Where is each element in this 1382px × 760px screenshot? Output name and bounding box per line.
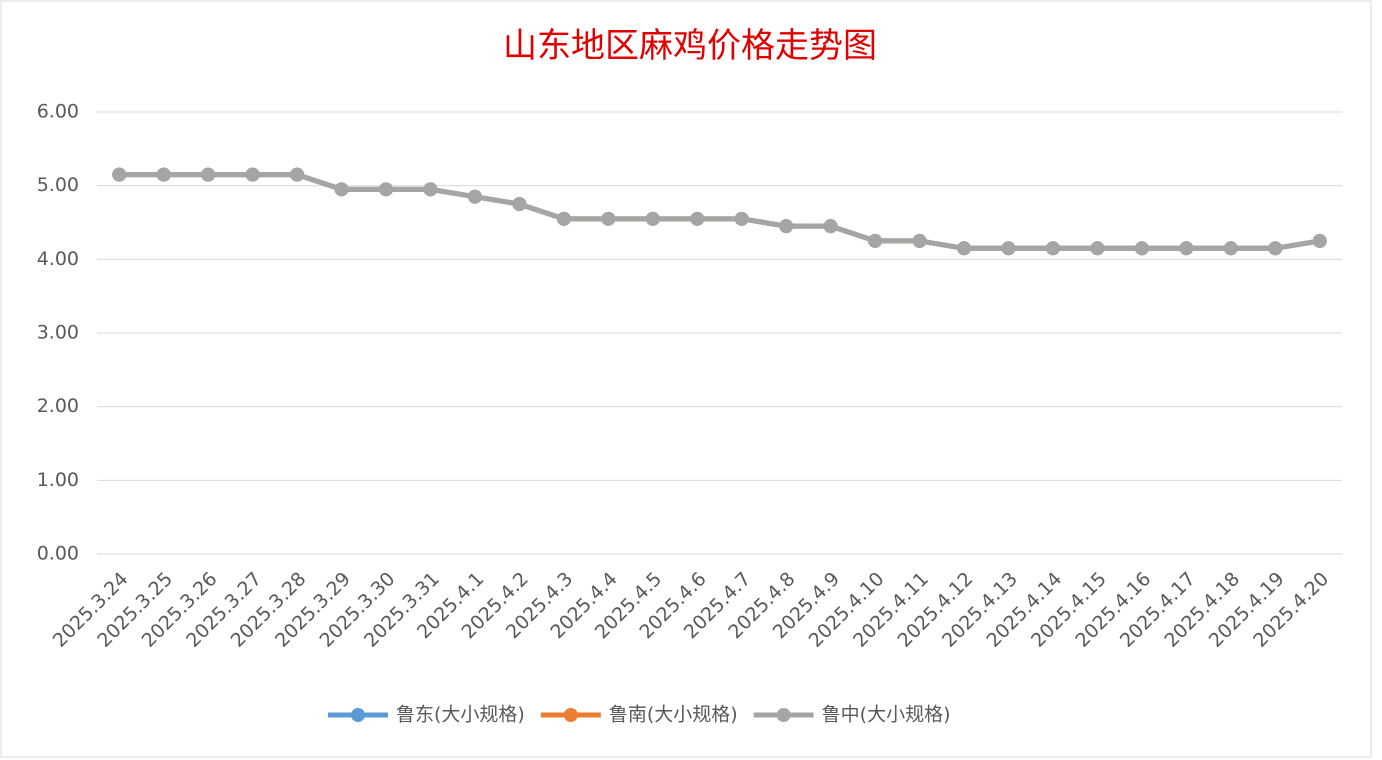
chart-title: 山东地区麻鸡价格走势图 — [503, 26, 877, 66]
legend-marker — [563, 708, 578, 722]
series-point — [245, 167, 260, 182]
series-point — [734, 211, 749, 226]
legend-label: 鲁东(大小规格) — [396, 704, 525, 726]
series-point — [1045, 241, 1060, 256]
series-point — [868, 233, 883, 248]
series-point — [601, 211, 616, 226]
series-line — [119, 172, 1321, 251]
series-point — [290, 167, 305, 182]
series-point — [1312, 233, 1327, 248]
series-point — [1134, 241, 1149, 256]
y-tick-label: 5.00 — [37, 174, 79, 196]
y-tick-label: 3.00 — [37, 322, 79, 344]
series-point — [334, 182, 349, 197]
legend-label: 鲁中(大小规格) — [822, 704, 951, 726]
series-point — [1223, 241, 1238, 256]
series-point — [512, 197, 527, 212]
series-point — [912, 233, 927, 248]
series-point — [1179, 241, 1194, 256]
series-point — [957, 241, 972, 256]
series-point — [1090, 241, 1105, 256]
series-point — [156, 167, 171, 182]
series-point — [823, 219, 838, 234]
series-point — [1268, 241, 1283, 256]
legend-marker — [351, 708, 365, 722]
series-point — [556, 211, 571, 226]
y-tick-label: 0.00 — [37, 543, 79, 565]
series-point — [467, 189, 482, 204]
legend-marker — [776, 708, 791, 722]
series-point — [423, 182, 438, 197]
legend-label: 鲁南(大小规格) — [609, 704, 738, 726]
y-tick-label: 2.00 — [37, 395, 79, 417]
series-point — [201, 167, 216, 182]
y-tick-label: 4.00 — [37, 248, 79, 270]
series-point — [645, 211, 660, 226]
series-point — [779, 219, 794, 234]
y-tick-label: 1.00 — [37, 469, 79, 491]
y-tick-label: 6.00 — [37, 101, 79, 123]
series-point — [1001, 241, 1016, 256]
series-point — [112, 167, 127, 182]
series-point — [379, 182, 394, 197]
series-point — [690, 211, 705, 226]
